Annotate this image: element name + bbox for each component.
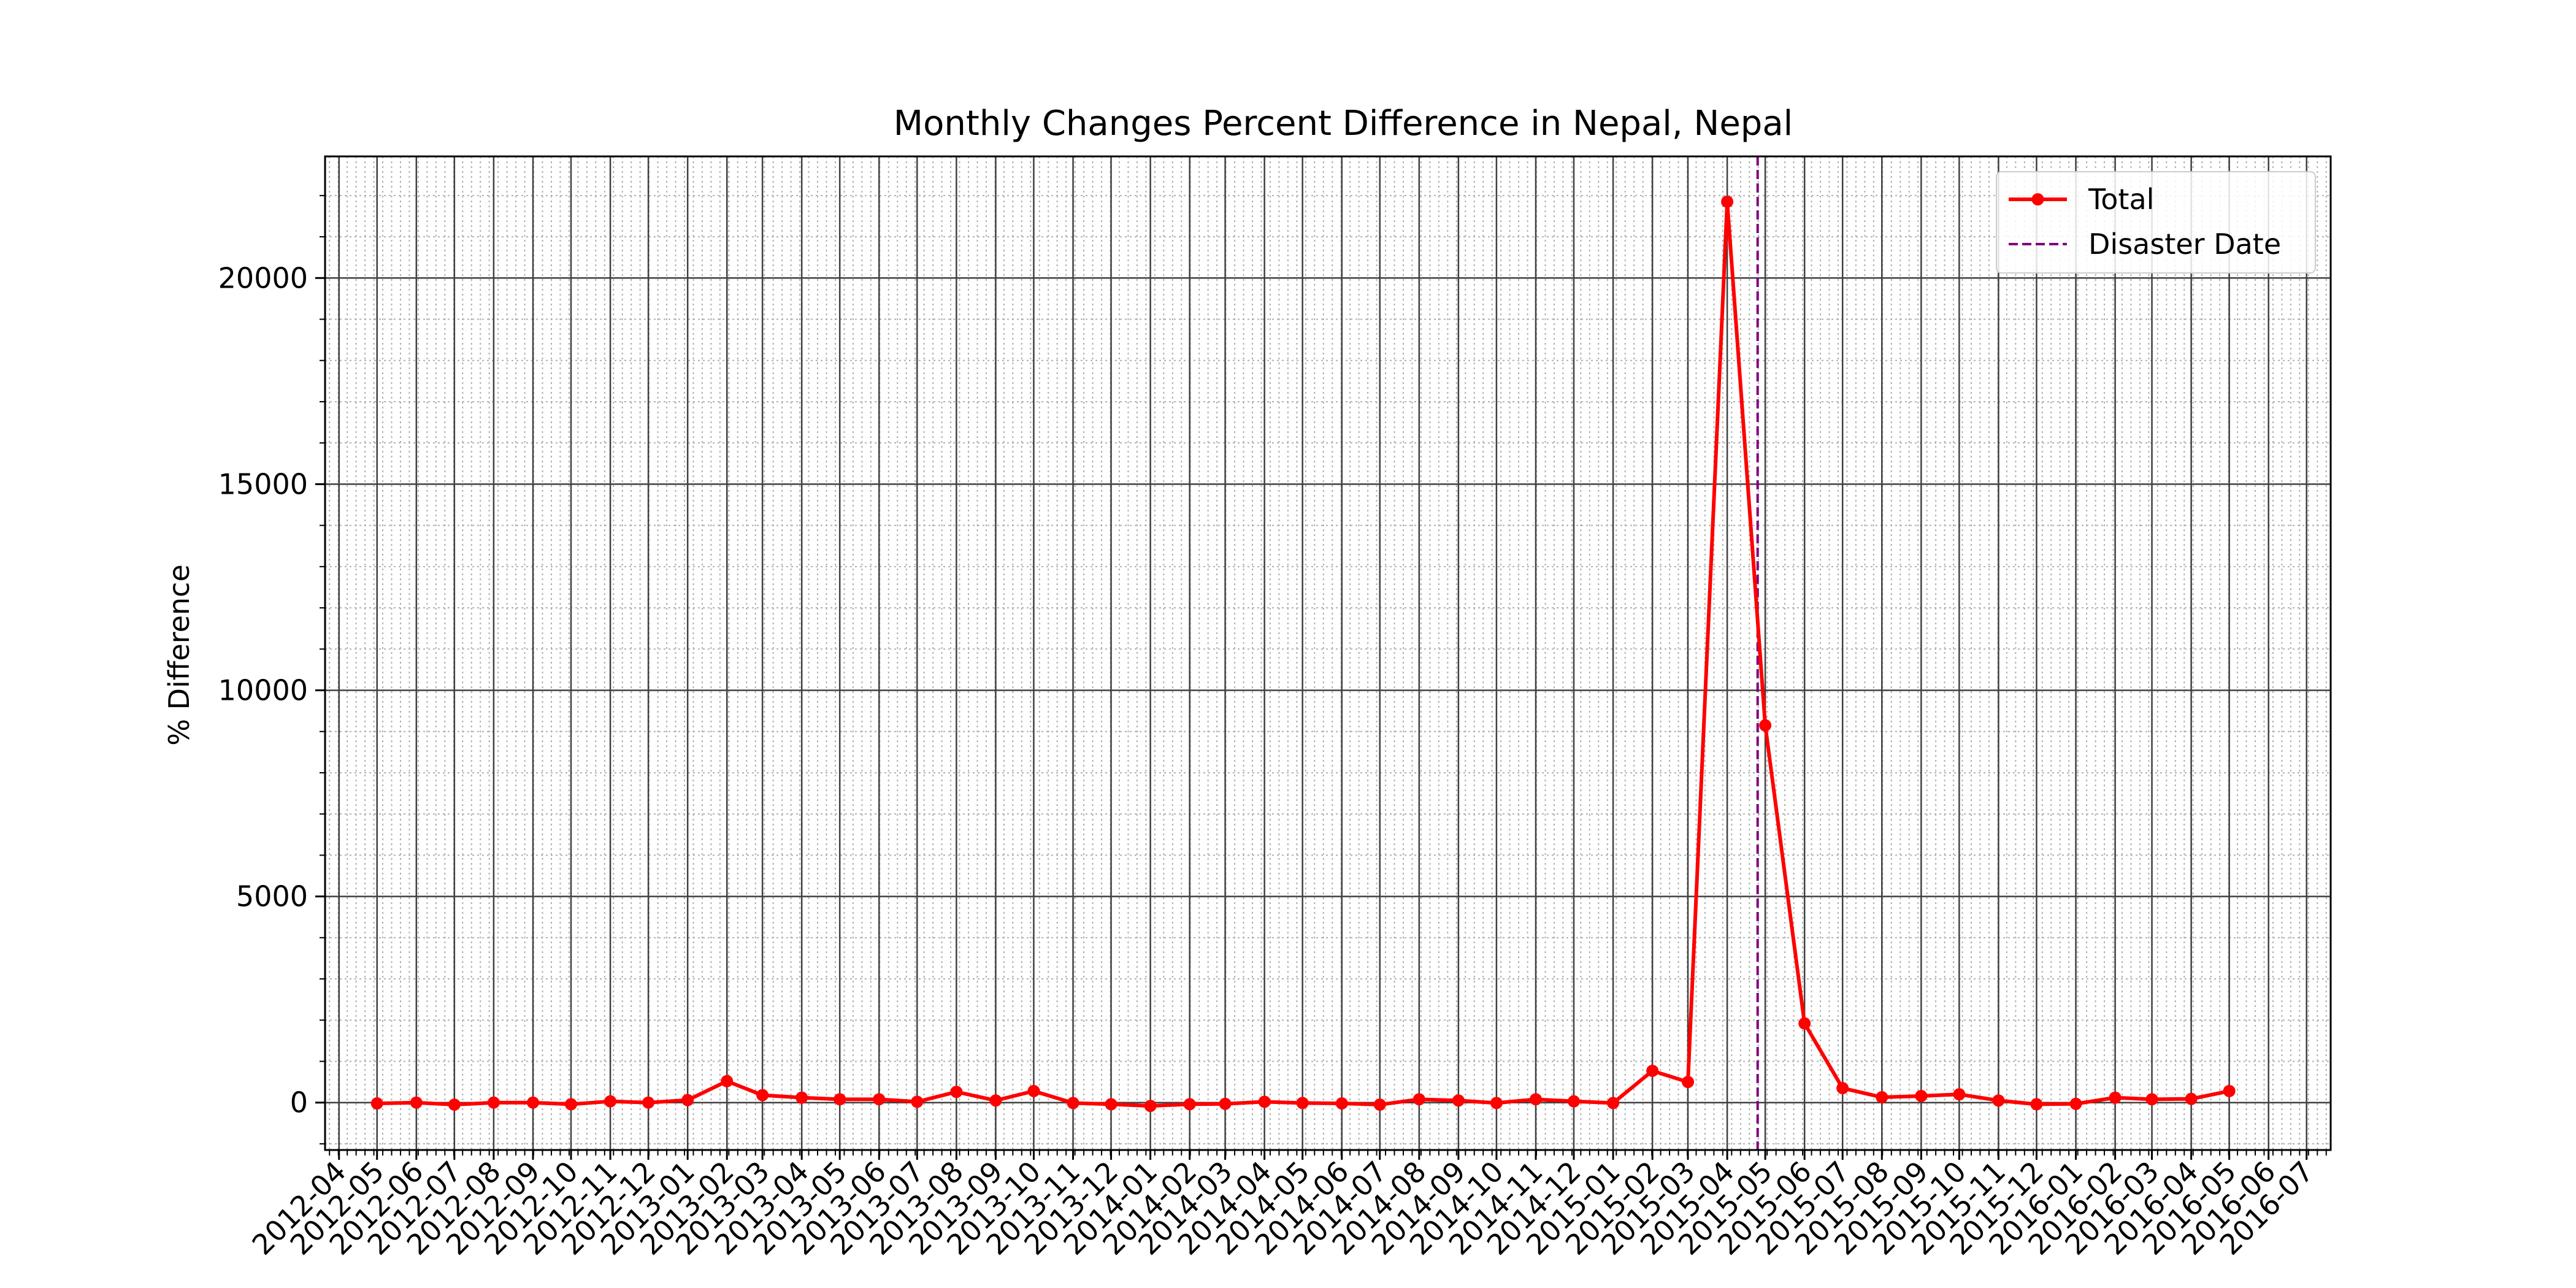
y-tick-label: 10000 (218, 673, 308, 707)
plot-frame (324, 155, 2332, 1151)
axes-frame (324, 155, 2332, 1151)
y-tick-label: 5000 (236, 880, 308, 913)
data-point (834, 1093, 846, 1106)
data-point (487, 1096, 500, 1109)
chart-title: Monthly Changes Percent Difference in Ne… (894, 104, 1793, 144)
data-point (1335, 1097, 1348, 1110)
data-point (721, 1075, 734, 1087)
data-point (1183, 1098, 1196, 1111)
data-point (1105, 1098, 1117, 1111)
data-point (1413, 1093, 1425, 1106)
data-point (526, 1096, 539, 1109)
y-tick-label: 20000 (218, 261, 308, 294)
data-point (2145, 1093, 2158, 1106)
data-point (681, 1094, 694, 1106)
y-tick-label: 0 (290, 1086, 308, 1119)
data-point (2109, 1091, 2122, 1104)
data-point (1836, 1082, 1849, 1095)
data-point (370, 1097, 383, 1110)
data-point (1607, 1097, 1620, 1110)
data-point (2185, 1092, 2198, 1105)
legend-label: Total (2088, 183, 2154, 216)
series-layer (370, 195, 2236, 1113)
y-tick-label: 15000 (218, 467, 308, 500)
data-point (1373, 1098, 1386, 1111)
major-grid (325, 156, 2331, 1150)
data-point (1144, 1100, 1157, 1113)
data-point (1953, 1088, 1966, 1101)
data-point (1452, 1094, 1465, 1107)
data-point (1219, 1097, 1232, 1110)
legend: Total Disaster Date (1996, 171, 2316, 274)
data-point (2069, 1097, 2082, 1110)
legend-swatch-marker (2031, 193, 2044, 205)
data-point (1027, 1084, 1040, 1097)
data-point (1992, 1094, 2005, 1107)
data-point (1915, 1089, 1928, 1102)
data-point (1258, 1095, 1271, 1108)
legend-box (1996, 171, 2316, 274)
data-point (1067, 1097, 1079, 1110)
data-point (795, 1091, 808, 1104)
data-point (1721, 195, 1734, 208)
data-point (1567, 1095, 1580, 1108)
data-point (950, 1086, 963, 1098)
data-point (911, 1095, 924, 1108)
data-point (1646, 1064, 1659, 1077)
y-axis-label: % Difference (163, 564, 196, 745)
data-point (989, 1094, 1002, 1107)
data-point (756, 1089, 769, 1102)
y-axis-ticks: 0 5000 10000 15000 20000 (218, 194, 325, 1144)
data-point (604, 1095, 617, 1108)
legend-label: Disaster Date (2088, 228, 2281, 261)
x-axis-ticks: 2012-042012-052012-062012-072012-082012-… (245, 1150, 2327, 1262)
data-point (1490, 1097, 1503, 1110)
data-point (2030, 1098, 2043, 1111)
data-point (564, 1098, 577, 1111)
data-point (873, 1093, 886, 1106)
data-point (642, 1096, 655, 1109)
data-point (1296, 1097, 1309, 1110)
data-point (1798, 1017, 1811, 1030)
data-point (1529, 1093, 1542, 1106)
data-point (1682, 1076, 1695, 1089)
data-point (2223, 1084, 2236, 1097)
data-point (1876, 1091, 1888, 1103)
data-point (1759, 719, 1772, 732)
data-point (448, 1098, 461, 1111)
data-point (410, 1096, 423, 1109)
minor-grid (325, 156, 2331, 1150)
